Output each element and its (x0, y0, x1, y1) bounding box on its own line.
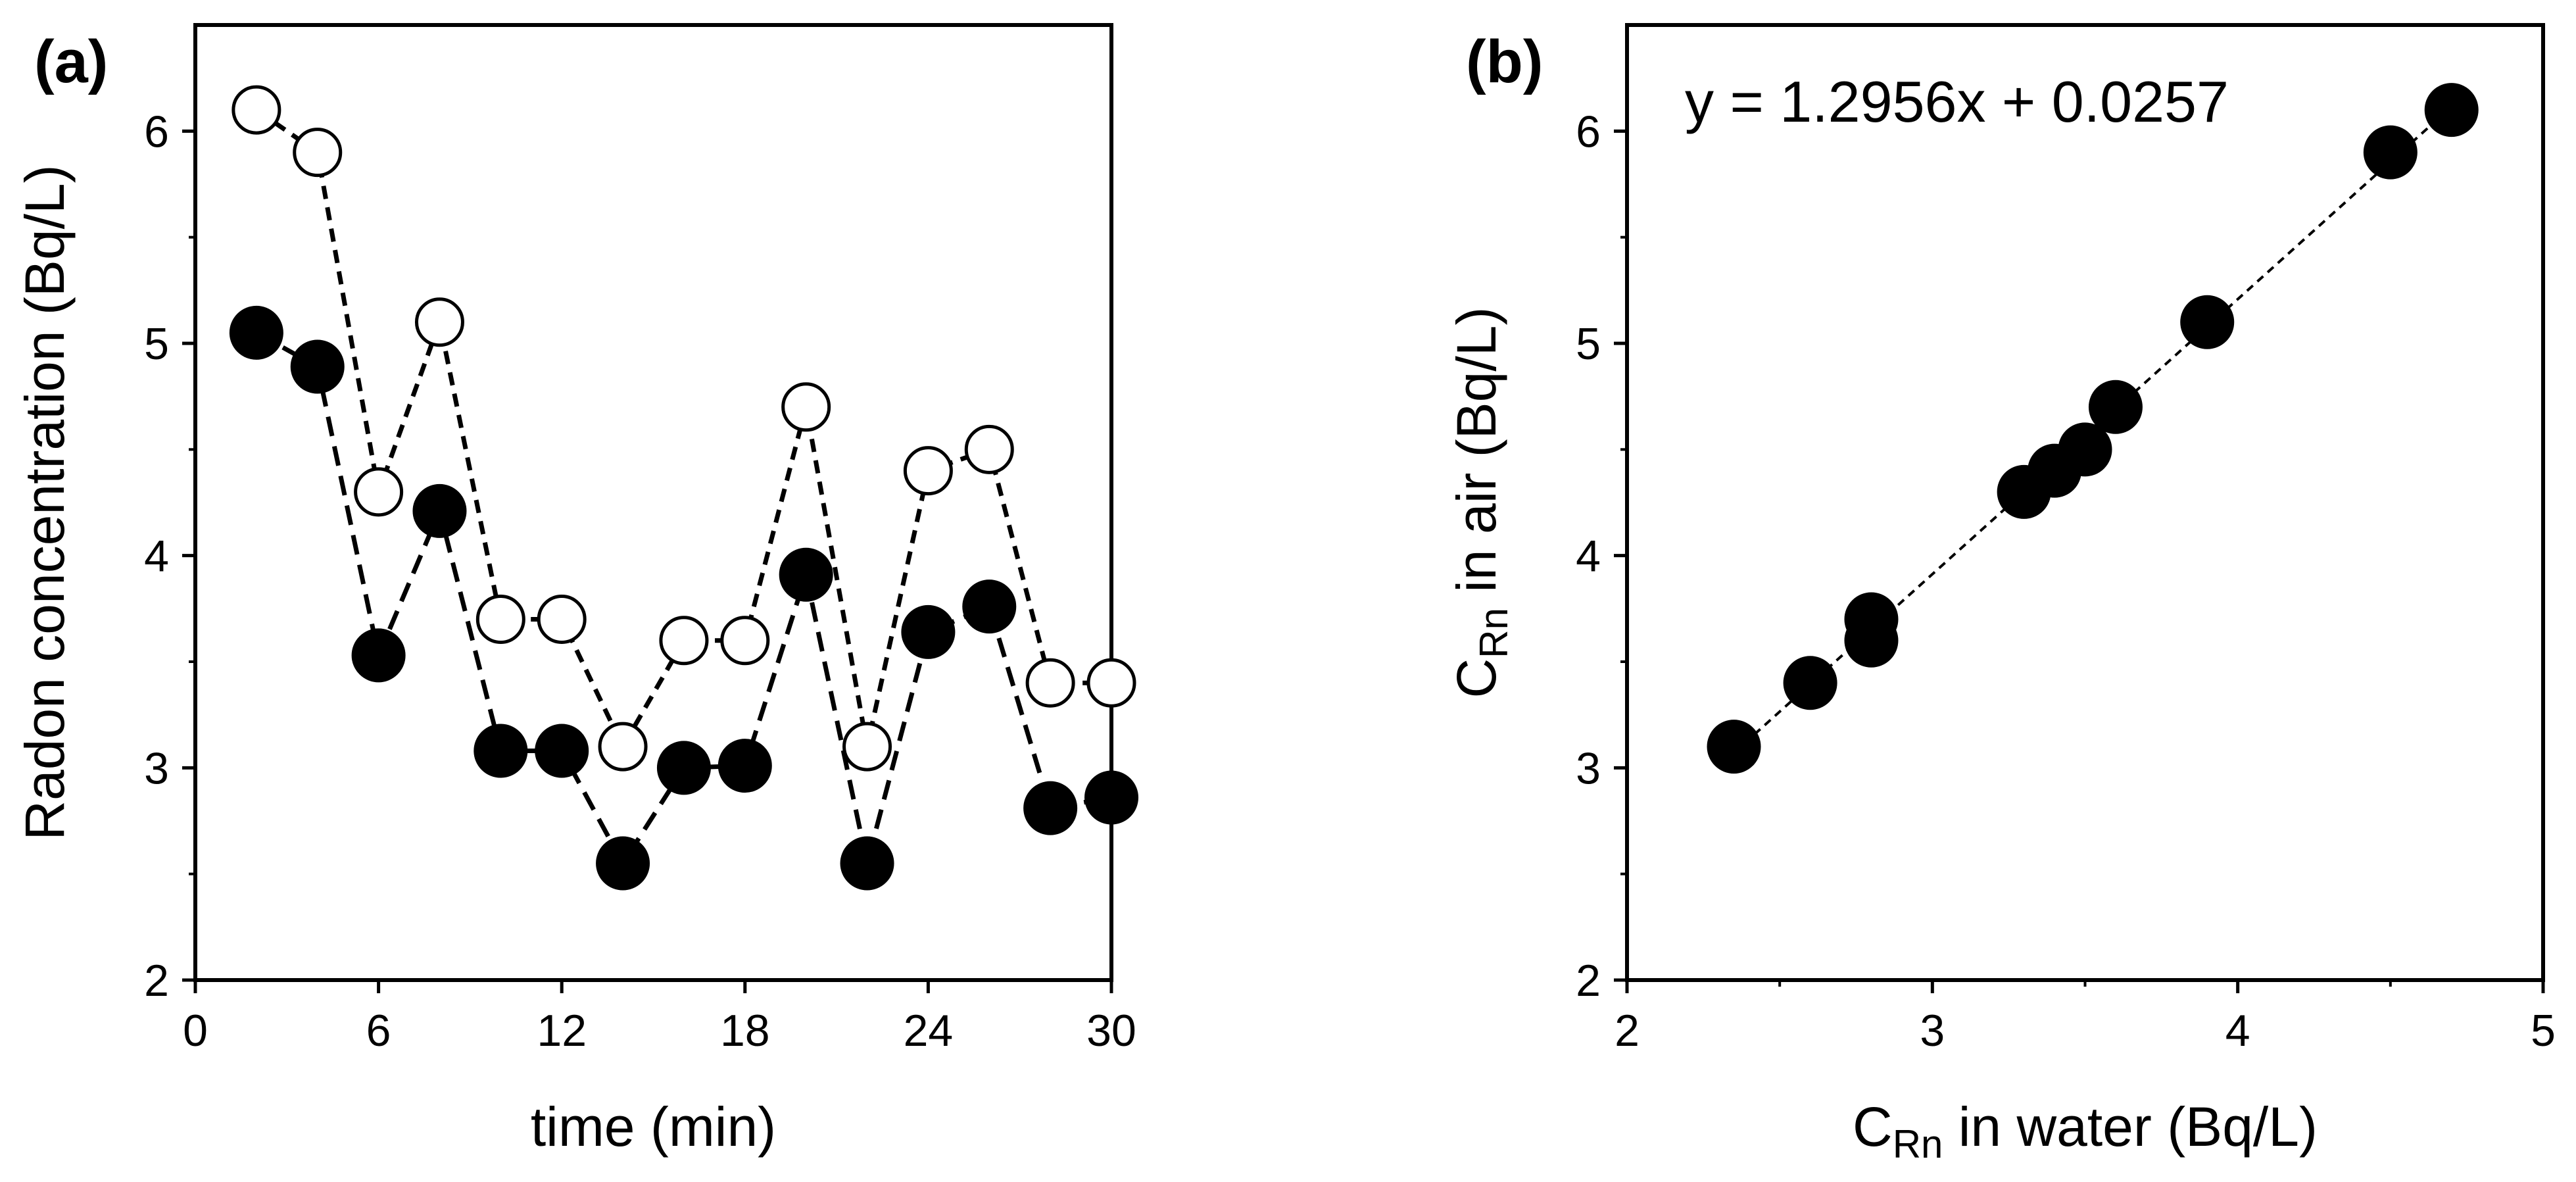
panel-b-chart: 2 3 4 5 2 3 4 5 6 (b) CRn in water (Bq/L) CRn in ai… (1446, 23, 2556, 1166)
data-point (1707, 720, 1761, 774)
data-point (717, 739, 772, 793)
y-tick-label: 2 (1576, 956, 1601, 1006)
y-tick-label: 4 (144, 531, 169, 581)
data-point (2180, 295, 2235, 349)
data-point (1084, 770, 1138, 825)
x-tick-label: 24 (904, 1006, 954, 1056)
series-open-markers (231, 85, 1136, 772)
y-axis-title: Radon concentration (Bq/L) (14, 164, 76, 840)
data-point (2088, 380, 2143, 434)
plot-frame (193, 23, 1113, 982)
x-tick-label: 18 (720, 1006, 770, 1056)
x-tick-label: 3 (1920, 1006, 1945, 1056)
y-tick-label: 3 (144, 743, 169, 793)
x-tick-label: 2 (1615, 1006, 1640, 1056)
data-point (962, 579, 1017, 634)
data-point (229, 305, 283, 360)
x-tick-label: 12 (537, 1006, 587, 1056)
panel-a-chart: 0 6 12 18 24 30 2 3 4 5 6 (a) time (min) Radon concen… (14, 23, 1138, 1158)
data-point (598, 722, 648, 772)
data-point (537, 594, 587, 644)
trendline (1733, 105, 2453, 754)
y-tick-label: 4 (1576, 531, 1601, 581)
series-points (1707, 83, 2479, 774)
x-tick-label: 5 (2531, 1006, 2556, 1056)
data-point (354, 467, 404, 517)
data-point (1023, 781, 1078, 835)
data-point (231, 85, 281, 135)
data-point (903, 446, 953, 496)
data-point (475, 594, 525, 644)
x-axis-title: CRn in water (Bq/L) (1853, 1096, 2318, 1166)
data-point (659, 616, 709, 666)
data-point (1844, 592, 1899, 647)
y-tick-label: 3 (1576, 743, 1601, 793)
data-point (351, 628, 406, 683)
panel-label: (b) (1466, 28, 1543, 95)
data-point (842, 722, 892, 772)
x-tick-label: 4 (2225, 1006, 2250, 1056)
data-point (781, 382, 831, 432)
x-tick-label: 30 (1086, 1006, 1136, 1056)
data-point (2058, 422, 2112, 477)
data-point (412, 483, 467, 538)
trendline-equation: y = 1.2956x + 0.0257 (1685, 69, 2229, 134)
data-point (1086, 658, 1136, 708)
data-point (290, 339, 345, 394)
x-tick-label: 6 (366, 1006, 391, 1056)
data-point (2363, 125, 2418, 180)
y-tick-label: 6 (144, 107, 169, 157)
y-tick-label: 5 (144, 319, 169, 369)
y-tick-label: 2 (144, 956, 169, 1006)
series-filled-markers (229, 305, 1138, 891)
y-axis-title: CRn in air (Bq/L) (1446, 307, 1516, 699)
data-point (535, 724, 589, 778)
data-point (1783, 656, 1837, 710)
x-tick-label: 0 (183, 1006, 208, 1056)
y-tick-label: 5 (1576, 319, 1601, 369)
data-point (474, 724, 528, 778)
data-point (840, 836, 894, 891)
y-tick-label: 6 (1576, 107, 1601, 157)
data-point (293, 128, 343, 178)
data-point (964, 424, 1014, 474)
data-point (414, 297, 464, 347)
data-point (656, 741, 711, 795)
data-point (779, 547, 833, 602)
data-point (720, 616, 770, 666)
data-point (901, 604, 956, 659)
x-axis-title: time (min) (531, 1096, 776, 1158)
panel-label: (a) (34, 28, 108, 95)
data-point (2424, 83, 2479, 137)
data-point (1025, 658, 1075, 708)
data-point (596, 836, 650, 891)
